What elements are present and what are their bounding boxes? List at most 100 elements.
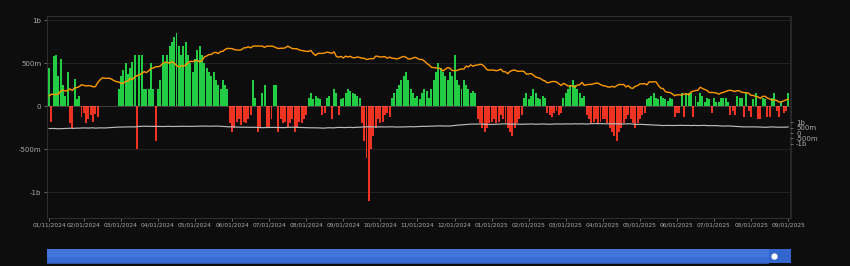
Bar	[502, 106, 504, 119]
Bar	[592, 106, 594, 122]
Bar	[133, 55, 136, 106]
Bar	[155, 106, 156, 141]
Bar	[410, 89, 411, 106]
Bar	[530, 96, 532, 106]
Bar	[301, 106, 303, 123]
Bar	[403, 76, 405, 106]
Bar	[669, 98, 671, 106]
Bar	[708, 99, 711, 106]
Bar	[71, 106, 73, 128]
Bar	[446, 81, 449, 106]
Bar	[665, 99, 666, 106]
Bar	[210, 76, 212, 106]
Bar	[439, 68, 442, 106]
Bar	[518, 106, 520, 119]
Bar	[303, 106, 305, 119]
Bar	[563, 98, 564, 106]
Bar	[736, 96, 738, 106]
Bar	[725, 98, 727, 106]
Bar	[270, 106, 273, 119]
Bar	[129, 68, 131, 106]
Bar	[285, 106, 286, 122]
Bar	[711, 106, 712, 113]
Bar	[148, 89, 150, 106]
Bar	[194, 59, 196, 106]
Bar	[192, 72, 194, 106]
Bar	[234, 106, 235, 128]
Bar	[326, 98, 328, 106]
Bar	[366, 106, 367, 158]
Bar	[780, 102, 782, 106]
Bar	[727, 102, 729, 106]
Bar	[513, 106, 516, 128]
Bar	[599, 106, 602, 122]
Bar	[90, 106, 92, 115]
Bar	[472, 91, 474, 106]
Bar	[250, 106, 252, 115]
Bar	[657, 99, 660, 106]
Bar	[570, 85, 571, 106]
Bar	[507, 106, 509, 128]
Bar	[537, 98, 539, 106]
Bar	[435, 72, 437, 106]
Bar	[739, 98, 740, 106]
Bar	[164, 63, 166, 106]
Bar	[387, 106, 388, 113]
Bar	[421, 93, 423, 106]
Bar	[294, 106, 296, 132]
Bar	[692, 106, 694, 117]
Bar	[611, 106, 613, 132]
Bar	[53, 56, 54, 106]
Bar	[505, 106, 507, 123]
Bar	[286, 106, 289, 128]
Bar	[310, 93, 312, 106]
Bar	[340, 99, 342, 106]
Bar	[199, 46, 201, 106]
Bar	[767, 106, 768, 117]
Bar	[768, 106, 771, 117]
Bar	[48, 68, 50, 106]
Bar	[676, 106, 678, 113]
Bar	[630, 106, 632, 119]
Bar	[595, 106, 597, 119]
Bar	[734, 106, 736, 115]
Bar	[649, 98, 650, 106]
Bar	[372, 106, 375, 136]
Bar	[150, 63, 152, 106]
Bar	[787, 93, 789, 106]
Bar	[678, 106, 680, 113]
Bar	[618, 106, 620, 132]
Bar	[521, 106, 523, 115]
Bar	[60, 59, 62, 106]
Bar	[356, 96, 358, 106]
Bar	[449, 72, 450, 106]
Bar	[456, 81, 458, 106]
Bar	[729, 106, 731, 115]
Bar	[572, 81, 574, 106]
Bar	[539, 99, 541, 106]
Bar	[493, 106, 495, 119]
Bar	[259, 106, 261, 128]
Bar	[430, 89, 433, 106]
Bar	[512, 106, 513, 136]
Bar	[774, 93, 775, 106]
Bar	[428, 98, 430, 106]
Bar	[333, 89, 335, 106]
Bar	[470, 93, 472, 106]
Bar	[685, 93, 687, 106]
Bar	[162, 55, 163, 106]
Bar	[751, 106, 752, 117]
Bar	[69, 106, 71, 123]
Bar	[646, 99, 648, 106]
Bar	[143, 89, 145, 106]
Bar	[609, 106, 611, 128]
Bar	[701, 96, 704, 106]
Bar	[152, 89, 155, 106]
Bar	[454, 55, 456, 106]
Bar	[395, 89, 398, 106]
Bar	[713, 98, 715, 106]
Bar	[375, 106, 377, 128]
Bar	[412, 93, 414, 106]
Bar	[771, 98, 773, 106]
Bar	[384, 106, 386, 115]
